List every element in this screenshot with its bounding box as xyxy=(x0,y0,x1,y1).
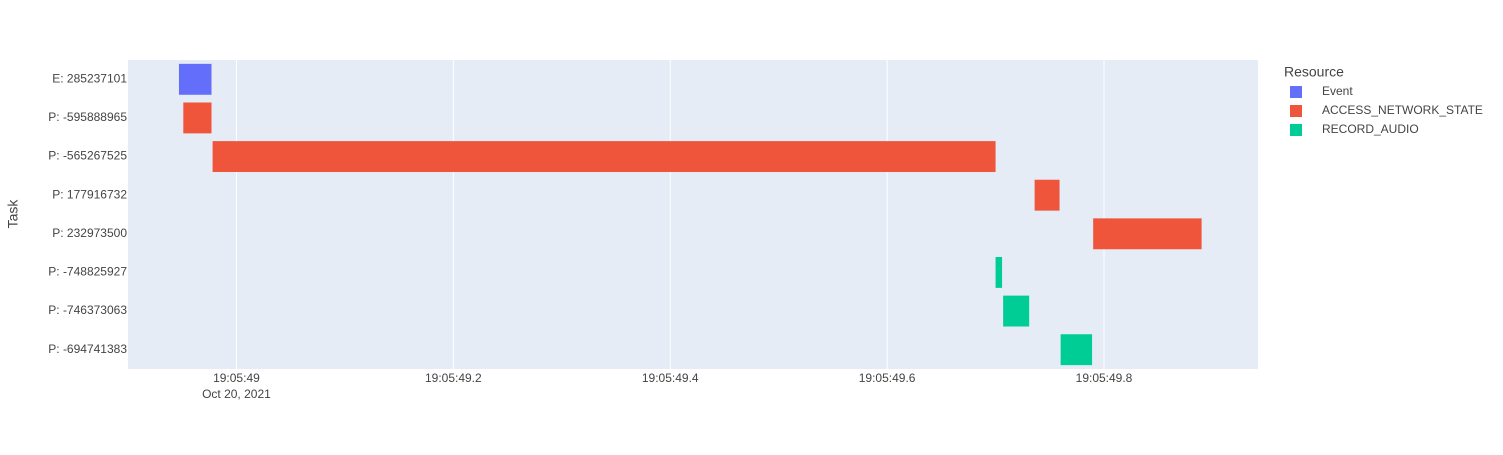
bar xyxy=(183,102,212,134)
legend-swatch xyxy=(1290,124,1302,136)
x-tick-label: 19:05:49.8 xyxy=(1076,371,1133,385)
bar xyxy=(212,141,996,173)
y-axis-title: Task xyxy=(5,199,21,229)
x-date-label: Oct 20, 2021 xyxy=(202,387,271,401)
plot-area xyxy=(128,60,1258,369)
x-tick-label: 19:05:49.6 xyxy=(859,371,916,385)
legend-title: Resource xyxy=(1284,64,1344,80)
bar xyxy=(995,256,1003,288)
bar xyxy=(1003,295,1030,327)
legend-swatch xyxy=(1290,86,1302,98)
y-tick-label: E: 285237101 xyxy=(52,71,127,85)
legend-label: ACCESS_NETWORK_STATE xyxy=(1322,103,1483,117)
legend-swatch xyxy=(1290,105,1302,117)
y-tick-label: P: 232973500 xyxy=(52,226,127,240)
y-tick-label: P: -565267525 xyxy=(48,149,127,163)
y-tick-label: P: -746373063 xyxy=(48,303,127,317)
y-tick-label: P: -748825927 xyxy=(48,265,127,279)
x-tick-label: 19:05:49.2 xyxy=(425,371,482,385)
y-tick-label: P: 177916732 xyxy=(52,187,127,201)
legend-label: RECORD_AUDIO xyxy=(1322,122,1419,136)
bar xyxy=(178,63,212,95)
bar xyxy=(1093,218,1202,250)
bar xyxy=(1060,334,1093,366)
y-tick-label: P: -694741383 xyxy=(48,342,127,356)
legend-label: Event xyxy=(1322,84,1353,98)
x-tick-label: 19:05:49 xyxy=(213,371,260,385)
bar xyxy=(1034,179,1060,211)
y-tick-label: P: -595888965 xyxy=(48,110,127,124)
x-tick-label: 19:05:49.4 xyxy=(642,371,699,385)
